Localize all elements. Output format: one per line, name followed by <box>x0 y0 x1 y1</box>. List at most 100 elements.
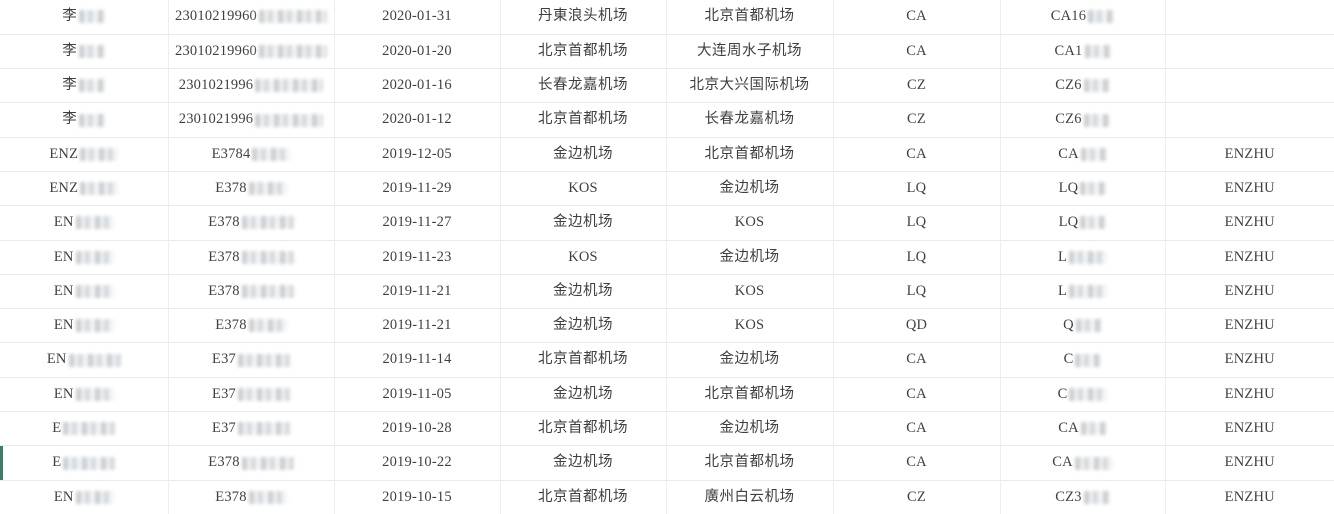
cell-name[interactable]: 李 <box>0 34 169 70</box>
cell-destination[interactable]: 金边机场 <box>666 171 834 207</box>
cell-airline[interactable]: LQ <box>833 240 1001 275</box>
cell-airline[interactable]: LQ <box>833 171 1001 207</box>
cell-date[interactable]: 2019-11-05 <box>334 377 501 413</box>
cell-destination[interactable]: 长春龙嘉机场 <box>666 102 834 138</box>
cell-flight-no[interactable]: Q <box>1000 308 1166 344</box>
cell-origin[interactable]: KOS <box>500 240 667 275</box>
cell-id-number[interactable]: E378 <box>168 205 335 241</box>
cell-airline[interactable]: CA <box>833 34 1001 70</box>
cell-airline[interactable]: CA <box>833 377 1001 413</box>
cell-origin[interactable]: 金边机场 <box>500 137 667 172</box>
cell-name[interactable]: EN <box>0 377 169 413</box>
table-row[interactable]: EN E37 2019-11-05 金边机场 北京首都机场 CA C ENZHU <box>0 377 1334 413</box>
cell-flight-no[interactable]: CA <box>1000 411 1166 447</box>
cell-origin[interactable]: 长春龙嘉机场 <box>500 68 667 104</box>
cell-origin[interactable]: 金边机场 <box>500 308 667 344</box>
cell-date[interactable]: 2019-10-28 <box>334 411 501 447</box>
cell-origin[interactable]: 北京首都机场 <box>500 411 667 447</box>
cell-flight-no[interactable]: L <box>1000 274 1166 310</box>
cell-airline[interactable]: CA <box>833 342 1001 378</box>
table-row[interactable]: 李 2301021996 2020-01-12 北京首都机场 长春龙嘉机场 CZ CZ6 <box>0 102 1334 138</box>
cell-operator[interactable]: ENZHU <box>1165 445 1334 481</box>
cell-operator[interactable]: ENZHU <box>1165 480 1334 514</box>
cell-airline[interactable]: CZ <box>833 68 1001 104</box>
cell-date[interactable]: 2019-10-22 <box>334 445 501 481</box>
cell-flight-no[interactable]: CA <box>1000 445 1166 481</box>
table-row[interactable]: E E378 2019-10-22 金边机场 北京首都机场 CA CA ENZHU <box>0 445 1334 481</box>
cell-flight-no[interactable]: CZ6 <box>1000 102 1166 138</box>
cell-origin[interactable]: 北京首都机场 <box>500 102 667 138</box>
cell-destination[interactable]: 大连周水子机场 <box>666 34 834 70</box>
cell-airline[interactable]: CA <box>833 445 1001 481</box>
cell-flight-no[interactable]: C <box>1000 377 1166 413</box>
cell-airline[interactable]: CA <box>833 0 1001 35</box>
cell-date[interactable]: 2019-11-21 <box>334 274 501 310</box>
table-row[interactable]: ENZ E378 2019-11-29 KOS 金边机场 LQ LQ ENZHU <box>0 171 1334 207</box>
cell-flight-no[interactable]: CA <box>1000 137 1166 172</box>
cell-id-number[interactable]: 23010219960 <box>168 0 335 35</box>
cell-date[interactable]: 2020-01-12 <box>334 102 501 138</box>
cell-name[interactable]: 李 <box>0 102 169 138</box>
cell-operator[interactable]: ENZHU <box>1165 274 1334 310</box>
cell-date[interactable]: 2020-01-16 <box>334 68 501 104</box>
cell-destination[interactable]: 金边机场 <box>666 342 834 378</box>
cell-destination[interactable]: KOS <box>666 274 834 310</box>
cell-destination[interactable]: 北京首都机场 <box>666 377 834 413</box>
cell-operator[interactable]: ENZHU <box>1165 137 1334 172</box>
table-row[interactable]: EN E378 2019-10-15 北京首都机场 廣州白云机场 CZ CZ3 ENZHU <box>0 480 1334 514</box>
cell-date[interactable]: 2019-11-27 <box>334 205 501 241</box>
cell-date[interactable]: 2020-01-31 <box>334 0 501 35</box>
table-row[interactable]: E E37 2019-10-28 北京首都机场 金边机场 CA CA ENZHU <box>0 411 1334 447</box>
cell-destination[interactable]: 金边机场 <box>666 240 834 275</box>
table-row[interactable]: EN E378 2019-11-27 金边机场 KOS LQ LQ ENZHU <box>0 205 1334 241</box>
cell-operator[interactable]: ENZHU <box>1165 342 1334 378</box>
cell-date[interactable]: 2019-11-23 <box>334 240 501 275</box>
cell-date[interactable]: 2019-10-15 <box>334 480 501 514</box>
table-row[interactable]: EN E378 2019-11-23 KOS 金边机场 LQ L ENZHU <box>0 240 1334 275</box>
cell-id-number[interactable]: E37 <box>168 411 335 447</box>
table-row[interactable]: EN E37 2019-11-14 北京首都机场 金边机场 CA C ENZHU <box>0 342 1334 378</box>
cell-origin[interactable]: 北京首都机场 <box>500 480 667 514</box>
cell-operator[interactable] <box>1165 102 1334 138</box>
cell-operator[interactable]: ENZHU <box>1165 308 1334 344</box>
cell-name[interactable]: 李 <box>0 68 169 104</box>
cell-operator[interactable] <box>1165 68 1334 104</box>
cell-destination[interactable]: 北京首都机场 <box>666 445 834 481</box>
cell-id-number[interactable]: E378 <box>168 480 335 514</box>
cell-name[interactable]: ENZ <box>0 171 169 207</box>
cell-id-number[interactable]: E37 <box>168 342 335 378</box>
cell-id-number[interactable]: 23010219960 <box>168 34 335 70</box>
table-row[interactable]: EN E378 2019-11-21 金边机场 KOS LQ L ENZHU <box>0 274 1334 310</box>
cell-operator[interactable] <box>1165 0 1334 35</box>
cell-flight-no[interactable]: CA16 <box>1000 0 1166 35</box>
cell-airline[interactable]: LQ <box>833 205 1001 241</box>
cell-id-number[interactable]: E37 <box>168 377 335 413</box>
cell-origin[interactable]: 金边机场 <box>500 377 667 413</box>
cell-flight-no[interactable]: C <box>1000 342 1166 378</box>
table-row[interactable]: ENZ E3784 2019-12-05 金边机场 北京首都机场 CA CA ENZHU <box>0 137 1334 172</box>
table-row[interactable]: 李 23010219960 2020-01-31 丹東浪头机场 北京首都机场 CA CA16 <box>0 0 1334 35</box>
cell-date[interactable]: 2019-11-21 <box>334 308 501 344</box>
cell-origin[interactable]: 丹東浪头机场 <box>500 0 667 35</box>
cell-origin[interactable]: KOS <box>500 171 667 207</box>
cell-name[interactable]: EN <box>0 240 169 275</box>
cell-origin[interactable]: 北京首都机场 <box>500 342 667 378</box>
cell-id-number[interactable]: E378 <box>168 171 335 207</box>
cell-operator[interactable]: ENZHU <box>1165 205 1334 241</box>
cell-name[interactable]: EN <box>0 480 169 514</box>
cell-flight-no[interactable]: CZ3 <box>1000 480 1166 514</box>
cell-name[interactable]: EN <box>0 274 169 310</box>
cell-date[interactable]: 2019-11-14 <box>334 342 501 378</box>
cell-origin[interactable]: 金边机场 <box>500 445 667 481</box>
table-row[interactable]: EN E378 2019-11-21 金边机场 KOS QD Q ENZHU <box>0 308 1334 344</box>
cell-id-number[interactable]: E378 <box>168 445 335 481</box>
cell-airline[interactable]: CZ <box>833 480 1001 514</box>
table-row[interactable]: 李 23010219960 2020-01-20 北京首都机场 大连周水子机场 CA CA1 <box>0 34 1334 70</box>
cell-operator[interactable]: ENZHU <box>1165 240 1334 275</box>
cell-id-number[interactable]: E3784 <box>168 137 335 172</box>
cell-origin[interactable]: 北京首都机场 <box>500 34 667 70</box>
cell-destination[interactable]: 廣州白云机场 <box>666 480 834 514</box>
cell-airline[interactable]: QD <box>833 308 1001 344</box>
cell-id-number[interactable]: 2301021996 <box>168 102 335 138</box>
cell-operator[interactable]: ENZHU <box>1165 377 1334 413</box>
